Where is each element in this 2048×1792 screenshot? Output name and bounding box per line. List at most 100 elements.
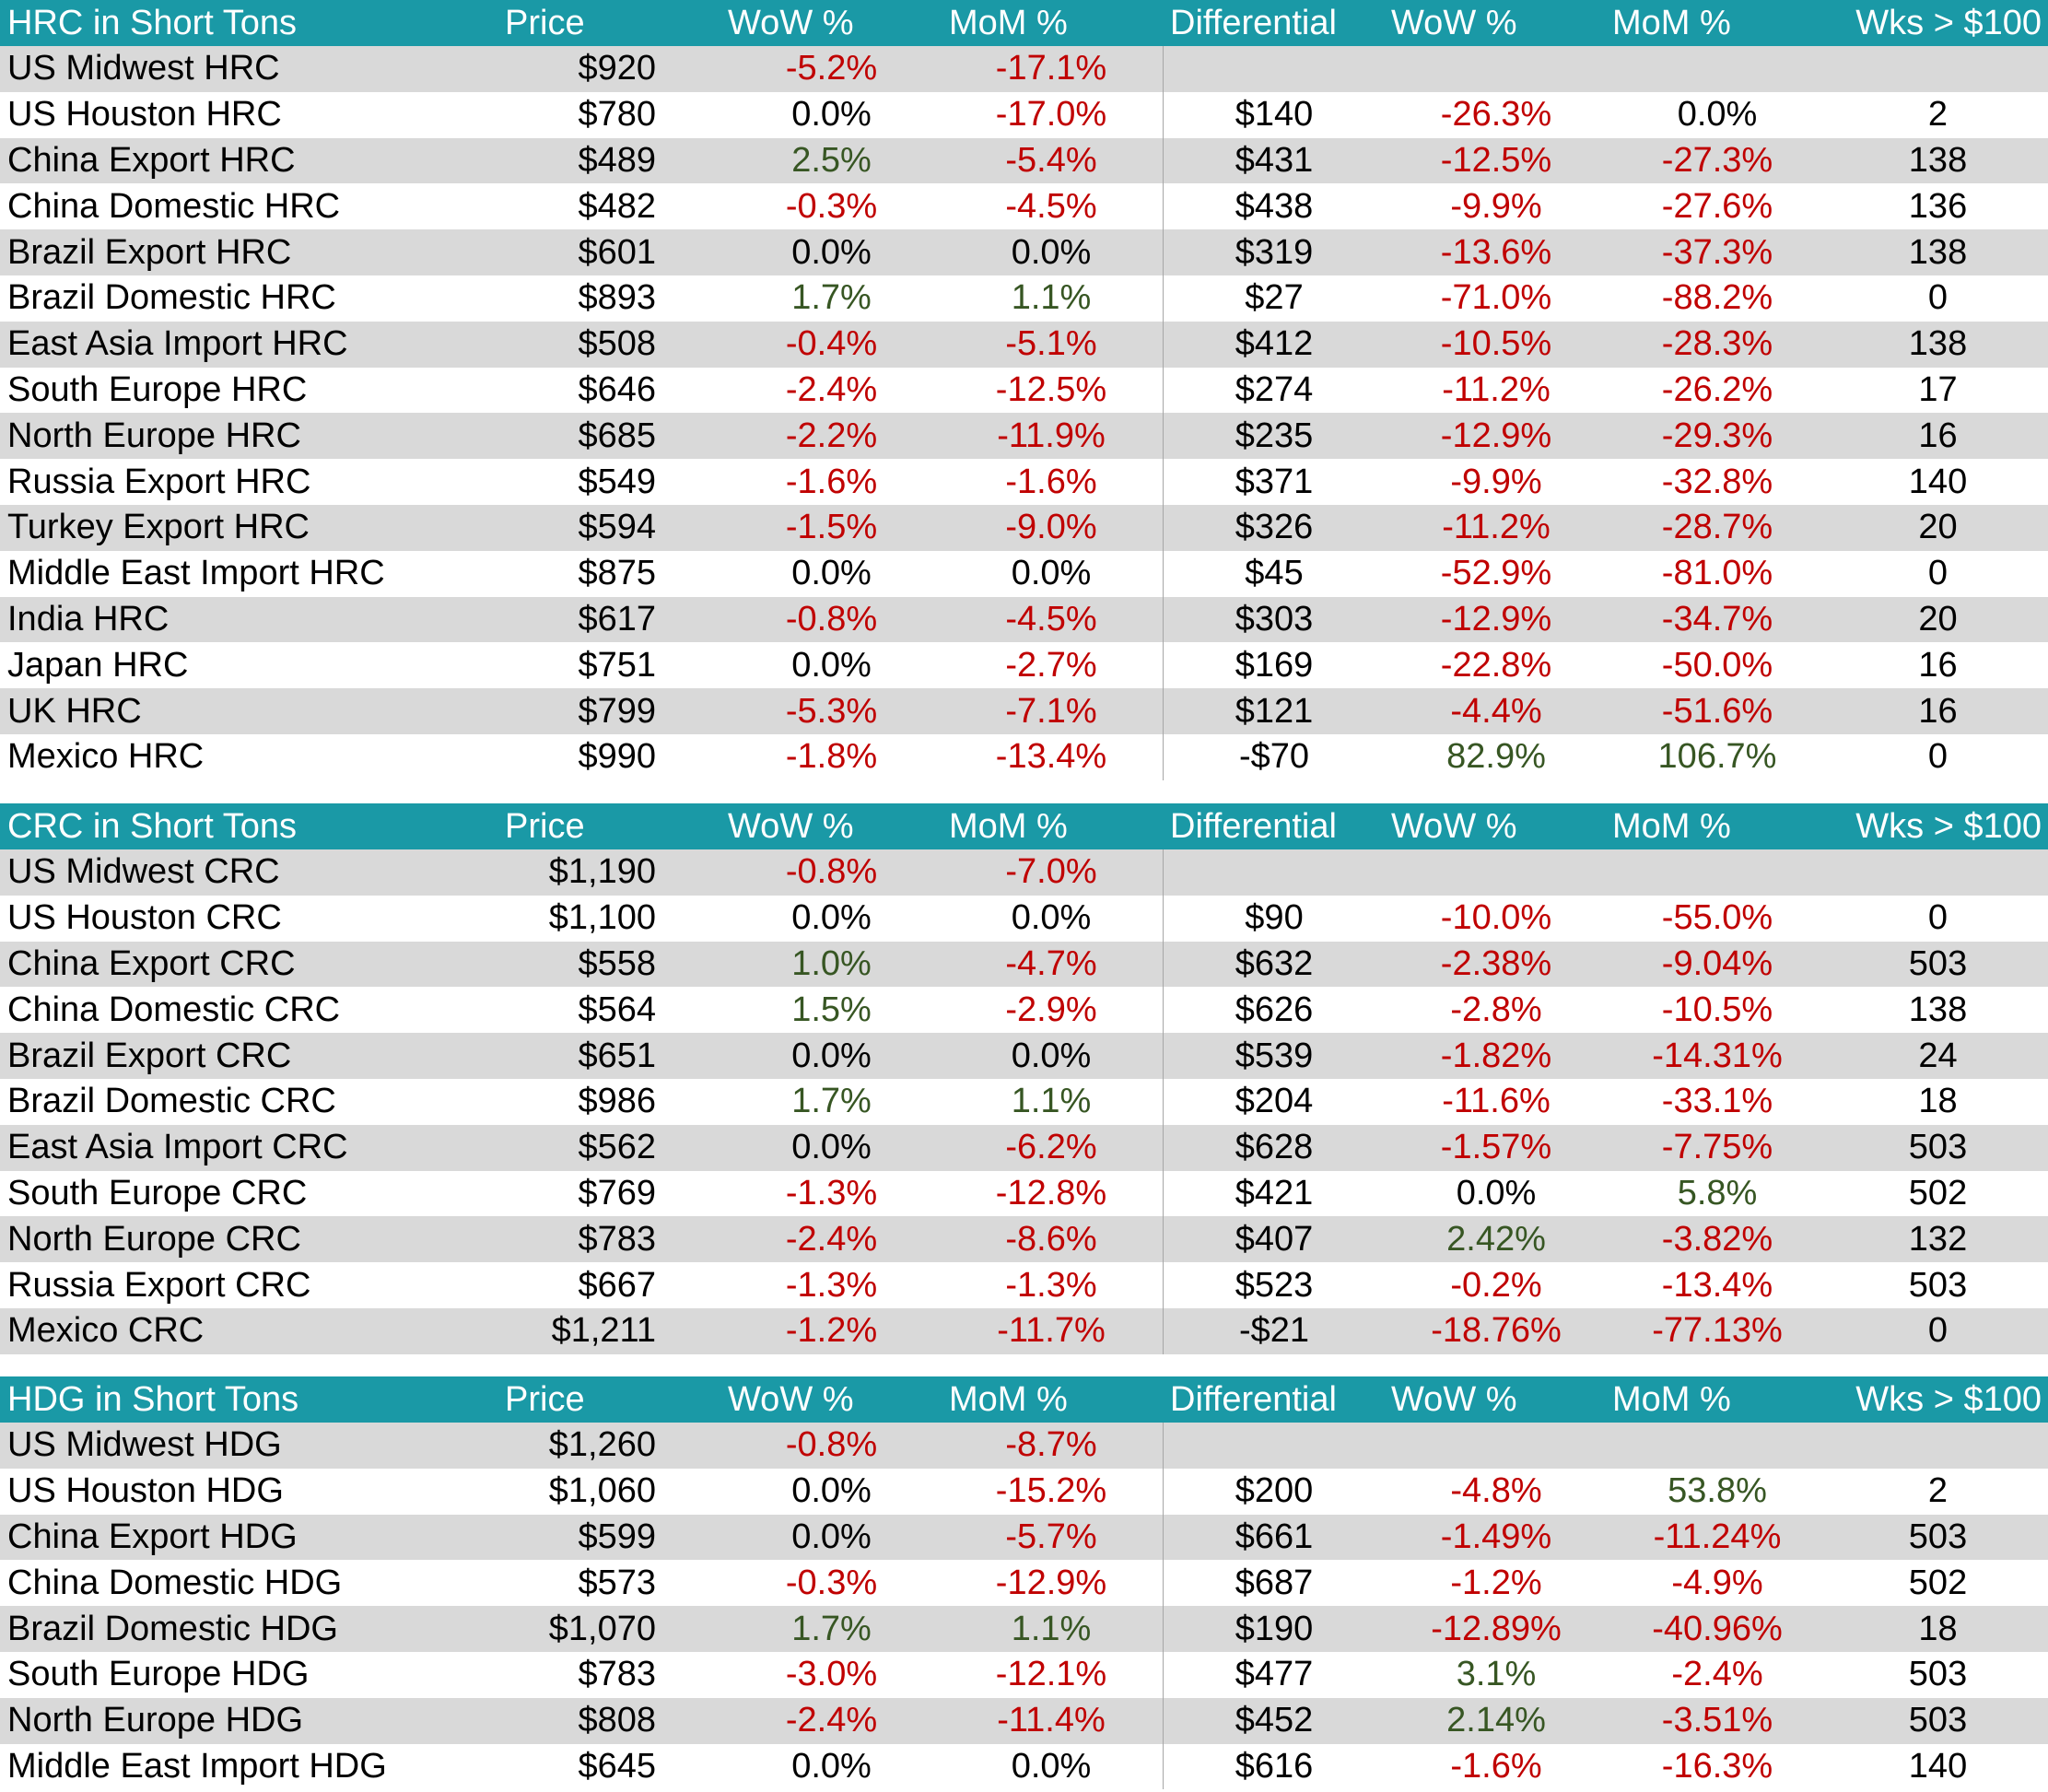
cell-price: $667 <box>578 1265 656 1305</box>
cell-price: $651 <box>578 1036 656 1075</box>
cell-mom: 0.0% <box>1011 1036 1092 1075</box>
hrc-table: HRC in Short Tons Price WoW % MoM % Differen… <box>0 0 2048 780</box>
cell-wow: 2.5% <box>791 140 872 180</box>
cell-market: US Midwest CRC <box>7 852 280 892</box>
cell-market: US Houston HRC <box>7 95 282 135</box>
cell-wow: 0.0% <box>791 1128 872 1167</box>
cell-wow: 0.0% <box>791 898 872 938</box>
cell-differential: $169 <box>1235 645 1314 685</box>
cell-diff-mom: -28.7% <box>1661 508 1773 547</box>
cell-weeks-over-100: 16 <box>1918 691 1958 731</box>
crc-header-row: CRC in Short Tons Price WoW % MoM % Differen… <box>0 803 2048 849</box>
cell-differential: $412 <box>1235 324 1314 364</box>
table-row: South Europe HDG $783 -3.0% -12.1% $477 3.1% -… <box>0 1652 2048 1698</box>
table-row: North Europe HDG $808 -2.4% -11.4% $452 2.14%… <box>0 1697 2048 1744</box>
cell-diff-wow: -18.76% <box>1431 1311 1562 1351</box>
header-mom: MoM % <box>949 3 1068 42</box>
cell-differential: -$21 <box>1238 1311 1310 1351</box>
cell-mom: -15.2% <box>995 1471 1107 1511</box>
cell-wow: -2.4% <box>785 1701 878 1740</box>
table-row: UK HRC $799 -5.3% -7.1% $121 -4.4% -51.6% 16 <box>0 688 2048 734</box>
cell-wow: 0.0% <box>791 1517 872 1556</box>
cell-diff-wow <box>1386 849 1607 896</box>
header-diff-wow: WoW % <box>1391 1379 1517 1419</box>
column-divider <box>1163 1423 1164 1790</box>
cell-wow: 1.7% <box>791 1082 872 1121</box>
cell-weeks-over-100: 503 <box>1908 1517 1968 1556</box>
cell-diff-wow: -11.6% <box>1442 1082 1551 1121</box>
cell-mom: -6.2% <box>1005 1128 1097 1167</box>
cell-differential: $661 <box>1235 1517 1314 1556</box>
cell-wow: -1.8% <box>785 737 878 777</box>
cell-price: $562 <box>578 1128 656 1167</box>
cell-wow: -1.3% <box>785 1173 878 1212</box>
cell-market: Russia Export CRC <box>7 1265 311 1305</box>
cell-market: Brazil Export HRC <box>7 232 292 272</box>
cell-differential: $628 <box>1235 1128 1314 1167</box>
cell-market: Middle East Import HDG <box>7 1746 387 1786</box>
cell-market: Turkey Export HRC <box>7 508 310 547</box>
cell-diff-mom: -55.0% <box>1661 898 1773 938</box>
cell-differential: $200 <box>1235 1471 1314 1511</box>
cell-wow: 1.7% <box>791 1609 872 1648</box>
cell-mom: -7.0% <box>1005 852 1097 892</box>
cell-mom: -12.5% <box>995 369 1107 409</box>
cell-diff-wow: -10.0% <box>1440 898 1552 938</box>
cell-differential: $140 <box>1235 95 1314 135</box>
cell-market: US Houston HDG <box>7 1471 284 1511</box>
cell-price: $646 <box>578 369 656 409</box>
cell-mom: -1.3% <box>1005 1265 1097 1305</box>
cell-mom: -11.7% <box>997 1311 1106 1351</box>
cell-price: $1,190 <box>548 852 656 892</box>
cell-wow: 1.7% <box>791 278 872 318</box>
header-market: HDG in Short Tons <box>7 1379 299 1419</box>
cell-differential: $45 <box>1245 554 1304 593</box>
cell-diff-mom: 106.7% <box>1657 737 1777 777</box>
table-row: US Midwest HRC $920 -5.2% -17.1% <box>0 46 2048 92</box>
cell-wow: -2.4% <box>785 1219 878 1259</box>
cell-mom: -5.7% <box>1005 1517 1097 1556</box>
cell-mom: -2.9% <box>1005 990 1097 1029</box>
cell-diff-wow: -9.9% <box>1450 462 1542 501</box>
cell-mom: -4.5% <box>1005 186 1097 226</box>
cell-differential: -$70 <box>1238 737 1310 777</box>
cell-diff-mom: -3.82% <box>1661 1219 1773 1259</box>
cell-price: $893 <box>578 278 656 318</box>
cell-wow: -0.8% <box>785 1425 878 1465</box>
cell-mom: 0.0% <box>1011 1746 1092 1786</box>
cell-weeks-over-100: 16 <box>1918 416 1958 455</box>
cell-diff-mom <box>1607 849 1828 896</box>
cell-price: $990 <box>578 737 656 777</box>
cell-wow: 0.0% <box>791 554 872 593</box>
cell-wow: -0.8% <box>785 852 878 892</box>
cell-diff-mom: -13.4% <box>1661 1265 1773 1305</box>
cell-market: Middle East Import HRC <box>7 554 385 593</box>
cell-diff-wow: -0.2% <box>1450 1265 1542 1305</box>
table-row: China Export HDG $599 0.0% -5.7% $661 -1.49% -… <box>0 1514 2048 1561</box>
table-row: US Houston HDG $1,060 0.0% -15.2% $200 -4.8% 5… <box>0 1469 2048 1515</box>
hdg-header-row: HDG in Short Tons Price WoW % MoM % Differen… <box>0 1376 2048 1423</box>
cell-price: $601 <box>578 232 656 272</box>
cell-market: South Europe HDG <box>7 1655 310 1694</box>
table-row: China Domestic CRC $564 1.5% -2.9% $626 -2.8%… <box>0 987 2048 1033</box>
cell-price: $617 <box>578 599 656 638</box>
cell-price: $1,070 <box>548 1609 656 1648</box>
cell-diff-mom: -51.6% <box>1661 691 1773 731</box>
header-weeks-over-100: Wks > $100 <box>1855 3 2042 42</box>
cell-weeks-over-100: 0 <box>1927 737 1949 777</box>
cell-market: North Europe HDG <box>7 1701 304 1740</box>
cell-diff-wow: -11.2% <box>1442 508 1551 547</box>
cell-diff-wow: -10.5% <box>1440 324 1552 364</box>
cell-weeks-over-100: 138 <box>1908 232 1968 272</box>
cell-diff-mom: -37.3% <box>1661 232 1773 272</box>
cell-wow: -2.4% <box>785 369 878 409</box>
cell-weeks-over-100: 16 <box>1918 645 1958 685</box>
header-diff-wow: WoW % <box>1391 806 1517 846</box>
cell-differential: $27 <box>1245 278 1304 318</box>
cell-weeks-over-100: 138 <box>1908 140 1968 180</box>
cell-diff-mom: -88.2% <box>1661 278 1773 318</box>
cell-price: $564 <box>578 990 656 1029</box>
cell-price: $920 <box>578 49 656 88</box>
cell-price: $482 <box>578 186 656 226</box>
